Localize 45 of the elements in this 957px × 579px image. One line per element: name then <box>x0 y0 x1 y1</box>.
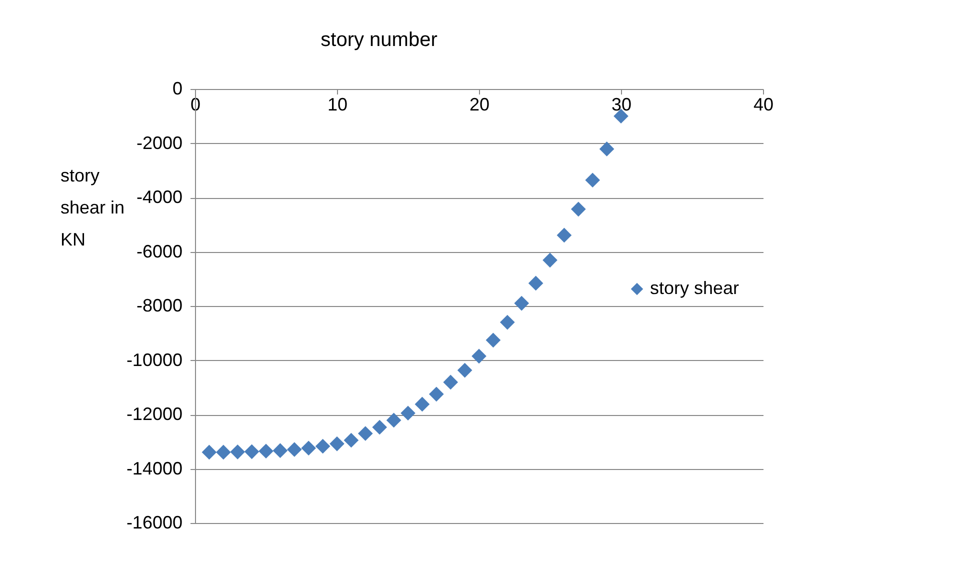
point <box>570 202 586 217</box>
point <box>443 374 458 390</box>
point <box>514 296 530 311</box>
point <box>428 386 444 402</box>
point <box>244 444 260 460</box>
legend-label: story shear <box>650 278 740 298</box>
point <box>472 348 486 364</box>
y-tick-label: -12000 <box>126 404 182 424</box>
point <box>258 444 274 459</box>
point <box>301 440 316 456</box>
y-tick-label: -10000 <box>126 350 182 370</box>
y-tick-label: 0 <box>172 78 182 98</box>
chart-title: story number <box>320 29 438 51</box>
y-tick-label: -2000 <box>136 132 182 153</box>
point <box>286 442 302 457</box>
point <box>272 443 288 458</box>
point <box>230 444 246 460</box>
point <box>372 420 388 435</box>
x-tick-label: 10 <box>327 94 348 114</box>
point <box>500 314 515 330</box>
point <box>599 142 614 156</box>
point <box>330 436 344 452</box>
point <box>414 396 430 412</box>
y-tick-label: -16000 <box>126 512 182 532</box>
y-tick-label: -14000 <box>126 458 182 478</box>
y-tick-label: -8000 <box>136 296 182 316</box>
point <box>216 444 231 460</box>
point <box>400 406 416 421</box>
point <box>585 172 600 188</box>
point <box>528 276 544 291</box>
point <box>486 332 501 348</box>
point <box>358 426 373 441</box>
x-tick-label: 20 <box>469 94 490 114</box>
point <box>542 252 558 268</box>
x-tick-label: 30 <box>611 94 632 114</box>
point <box>315 438 330 454</box>
point <box>556 228 572 243</box>
y-tick-label: -6000 <box>136 241 182 262</box>
y-tick-label: -4000 <box>136 187 182 207</box>
point <box>386 412 402 428</box>
point <box>457 362 472 378</box>
y-axis-title: story shear in KN <box>60 165 125 250</box>
point <box>202 444 217 460</box>
x-tick-label: 40 <box>753 94 774 114</box>
point <box>344 432 359 448</box>
